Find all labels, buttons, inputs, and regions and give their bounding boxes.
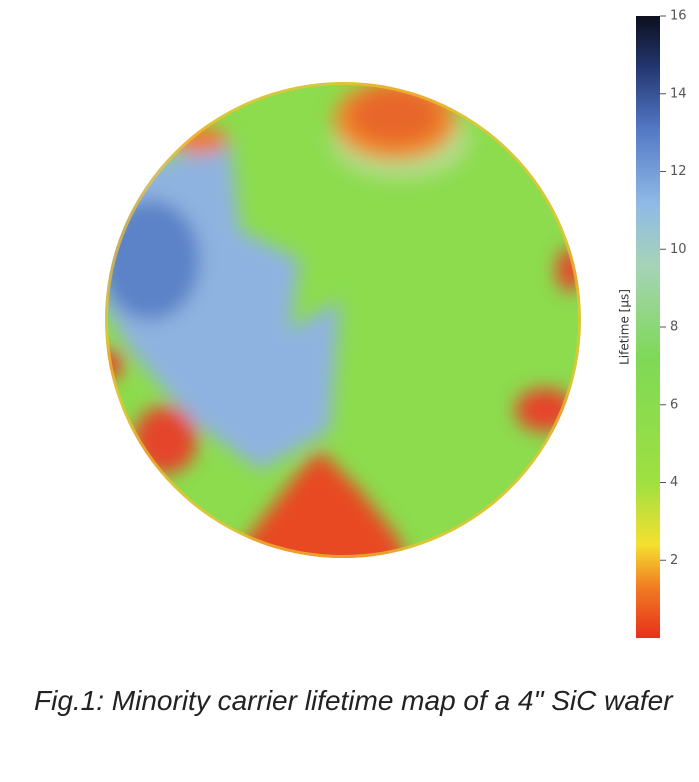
caption: Fig.1: Minority carrier lifetime map of … xyxy=(34,685,673,716)
chart: Lifetime [µs] 2 4 6 8 10 12 14 16 xyxy=(105,9,687,638)
colorbar xyxy=(636,16,660,638)
colorbar-tick-label: 2 xyxy=(670,553,678,568)
colorbar-tick-label: 6 xyxy=(670,397,678,412)
colorbar-tick-label: 4 xyxy=(670,475,678,490)
colorbar-tick-label: 12 xyxy=(670,164,687,179)
colorbar-tick-label: 10 xyxy=(670,242,687,257)
wafer-map xyxy=(105,82,581,558)
colorbar-tick-label: 16 xyxy=(670,9,687,24)
colorbar-tick-label: 14 xyxy=(670,86,687,101)
colorbar-label: Lifetime [µs] xyxy=(618,289,632,365)
colorbar-tick-label: 8 xyxy=(670,320,678,335)
